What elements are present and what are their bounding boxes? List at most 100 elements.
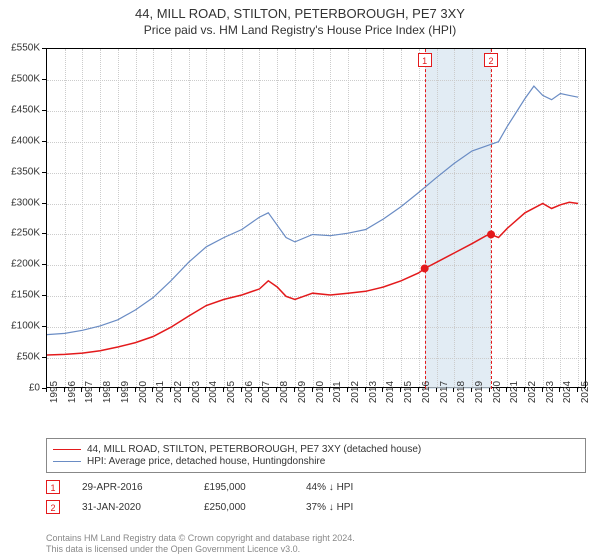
- sale-marker-flag: 1: [418, 53, 432, 67]
- x-axis-label: 2009: [297, 381, 308, 403]
- x-axis-label: 2000: [138, 381, 149, 403]
- x-axis-label: 2005: [226, 381, 237, 403]
- legend-item: 44, MILL ROAD, STILTON, PETERBOROUGH, PE…: [53, 444, 579, 455]
- y-axis-label: £400K: [11, 135, 40, 146]
- chart-title: 44, MILL ROAD, STILTON, PETERBOROUGH, PE…: [0, 6, 600, 21]
- x-tick: [524, 388, 525, 392]
- x-axis-label: 2002: [173, 381, 184, 403]
- x-tick: [152, 388, 153, 392]
- x-axis-label: 2019: [474, 381, 485, 403]
- series-price_paid: [47, 202, 578, 355]
- sale-delta: 44% ↓ HPI: [306, 482, 396, 493]
- x-tick: [223, 388, 224, 392]
- y-tick: [42, 79, 46, 80]
- legend-swatch: [53, 449, 81, 450]
- sale-marker-dot: [487, 230, 495, 238]
- x-axis-label: 2011: [332, 381, 343, 403]
- x-axis-label: 2007: [261, 381, 272, 403]
- x-axis-label: 2008: [279, 381, 290, 403]
- x-tick: [81, 388, 82, 392]
- sale-row: 129-APR-2016£195,00044% ↓ HPI: [46, 480, 586, 494]
- x-tick: [382, 388, 383, 392]
- footer-attribution: Contains HM Land Registry data © Crown c…: [46, 533, 355, 556]
- x-tick: [418, 388, 419, 392]
- x-tick: [170, 388, 171, 392]
- sale-price: £195,000: [204, 482, 284, 493]
- x-axis-label: 2010: [315, 381, 326, 403]
- chart-subtitle: Price paid vs. HM Land Registry's House …: [0, 23, 600, 37]
- x-tick: [506, 388, 507, 392]
- sale-marker-flag: 2: [484, 53, 498, 67]
- chart-title-block: 44, MILL ROAD, STILTON, PETERBOROUGH, PE…: [0, 0, 600, 37]
- x-tick: [400, 388, 401, 392]
- sale-date: 31-JAN-2020: [82, 502, 182, 513]
- y-tick: [42, 48, 46, 49]
- y-tick: [42, 295, 46, 296]
- y-tick: [42, 110, 46, 111]
- x-axis-label: 1999: [120, 381, 131, 403]
- y-tick: [42, 172, 46, 173]
- x-tick: [188, 388, 189, 392]
- x-axis-label: 2021: [509, 381, 520, 403]
- x-axis-label: 2016: [421, 381, 432, 403]
- x-axis-label: 2006: [244, 381, 255, 403]
- y-axis-label: £500K: [11, 73, 40, 84]
- x-axis-label: 2023: [545, 381, 556, 403]
- chart-legend: 44, MILL ROAD, STILTON, PETERBOROUGH, PE…: [46, 438, 586, 473]
- x-tick: [329, 388, 330, 392]
- legend-label: HPI: Average price, detached house, Hunt…: [87, 456, 325, 467]
- x-tick: [436, 388, 437, 392]
- x-axis-label: 2024: [562, 381, 573, 403]
- y-axis-label: £100K: [11, 321, 40, 332]
- y-tick: [42, 141, 46, 142]
- x-tick: [258, 388, 259, 392]
- x-tick: [559, 388, 560, 392]
- series-hpi: [47, 86, 578, 335]
- chart-area: 12 £0£50K£100K£150K£200K£250K£300K£350K£…: [46, 48, 586, 410]
- sales-table: 129-APR-2016£195,00044% ↓ HPI231-JAN-202…: [46, 480, 586, 520]
- footer-line1: Contains HM Land Registry data © Crown c…: [46, 533, 355, 545]
- y-axis-label: £250K: [11, 228, 40, 239]
- y-axis-label: £350K: [11, 166, 40, 177]
- footer-line2: This data is licensed under the Open Gov…: [46, 544, 355, 556]
- y-axis-label: £50K: [17, 352, 40, 363]
- x-axis-label: 2015: [403, 381, 414, 403]
- x-tick: [489, 388, 490, 392]
- x-tick: [453, 388, 454, 392]
- x-tick: [64, 388, 65, 392]
- y-axis-label: £300K: [11, 197, 40, 208]
- line-series-svg: [47, 49, 587, 389]
- sale-row-marker: 2: [46, 500, 60, 514]
- sale-price: £250,000: [204, 502, 284, 513]
- legend-item: HPI: Average price, detached house, Hunt…: [53, 456, 579, 467]
- x-axis-label: 1998: [102, 381, 113, 403]
- x-tick: [99, 388, 100, 392]
- x-tick: [294, 388, 295, 392]
- sale-row: 231-JAN-2020£250,00037% ↓ HPI: [46, 500, 586, 514]
- y-axis-label: £550K: [11, 43, 40, 54]
- x-tick: [46, 388, 47, 392]
- x-axis-label: 2014: [385, 381, 396, 403]
- x-axis-label: 2001: [155, 381, 166, 403]
- x-axis-label: 2003: [191, 381, 202, 403]
- x-tick: [365, 388, 366, 392]
- x-tick: [577, 388, 578, 392]
- y-axis-label: £0: [29, 383, 40, 394]
- sale-date: 29-APR-2016: [82, 482, 182, 493]
- x-axis-label: 2018: [456, 381, 467, 403]
- x-tick: [312, 388, 313, 392]
- x-axis-label: 2017: [439, 381, 450, 403]
- y-axis-label: £150K: [11, 290, 40, 301]
- y-axis-label: £450K: [11, 104, 40, 115]
- y-tick: [42, 357, 46, 358]
- x-axis-label: 1996: [67, 381, 78, 403]
- x-tick: [117, 388, 118, 392]
- x-tick: [205, 388, 206, 392]
- x-tick: [542, 388, 543, 392]
- y-tick: [42, 264, 46, 265]
- x-axis-label: 1995: [49, 381, 60, 403]
- x-tick: [276, 388, 277, 392]
- x-tick: [347, 388, 348, 392]
- x-axis-label: 2022: [527, 381, 538, 403]
- y-tick: [42, 203, 46, 204]
